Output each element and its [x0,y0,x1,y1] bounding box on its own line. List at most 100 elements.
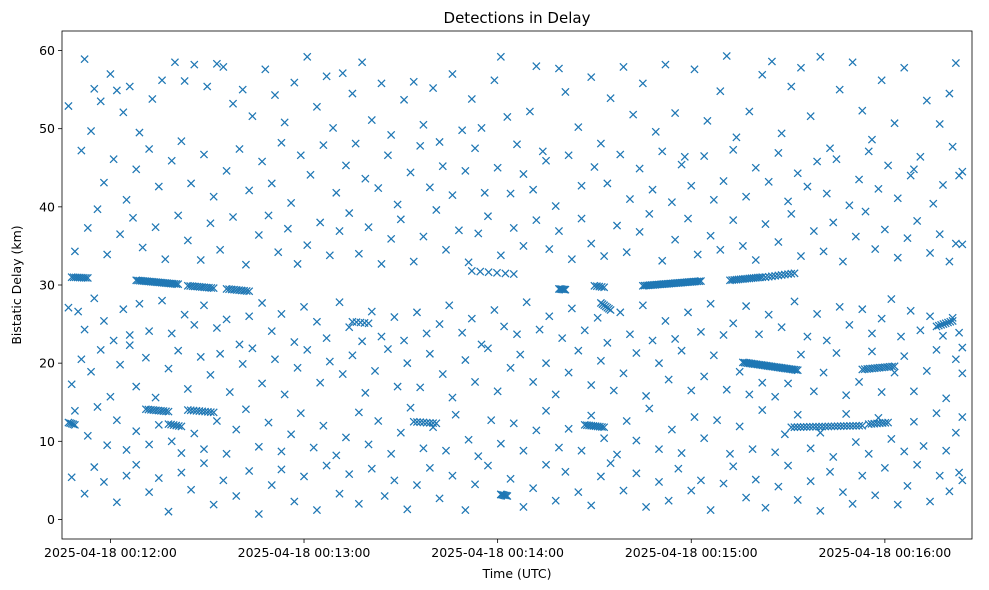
data-point [109,336,118,345]
data-point [151,393,160,402]
data-point [890,119,899,128]
data-point [622,416,631,426]
data-point [855,421,864,430]
data-point [816,506,825,515]
data-point [448,69,457,79]
data-point [836,422,845,431]
data-point [367,116,376,125]
data-point [654,359,664,368]
data-point [477,123,486,132]
data-point [232,425,241,434]
data-point [501,491,511,500]
data-point [96,97,105,106]
data-point [745,107,754,116]
data-point [809,387,818,396]
data-point [519,446,528,455]
data-point [867,329,877,338]
data-point [764,310,773,319]
data-point [799,422,808,432]
data-point [241,405,250,414]
data-point [554,227,563,236]
y-tick-label: 0 [47,512,55,527]
data-point [935,119,944,129]
data-point [207,283,216,292]
data-point [612,221,622,230]
data-point [106,69,115,79]
data-point [471,144,480,153]
data-point [303,345,312,354]
data-point [383,345,392,354]
data-point [374,416,383,426]
data-point [403,505,412,514]
data-point [367,307,376,316]
data-point [464,435,473,444]
data-point [903,481,912,490]
data-point [574,488,583,497]
data-point [916,326,925,335]
data-point [390,476,399,485]
data-point [503,112,512,122]
data-point [619,486,628,495]
data-point [874,184,883,193]
data-point [506,363,515,372]
data-point [396,215,405,224]
data-point [238,359,247,368]
data-point [506,189,515,198]
data-point [319,421,328,430]
data-point [190,429,199,438]
data-point [674,464,683,473]
data-point [858,471,867,480]
data-point [77,146,86,155]
data-point [561,87,570,97]
data-point [235,144,244,154]
data-point [564,424,573,433]
data-point [945,487,954,496]
data-point [680,152,689,161]
data-point [667,198,676,207]
data-point [519,502,528,511]
data-point [648,185,657,194]
data-point [164,364,173,373]
data-point [700,152,709,161]
data-point [183,384,192,393]
data-point [937,320,946,329]
data-point [803,182,812,191]
data-point [496,439,505,448]
data-point [496,52,505,61]
data-point [132,382,141,391]
data-point [209,408,218,417]
data-point [830,422,839,431]
data-point [926,312,935,321]
data-point [354,249,363,258]
data-point [154,473,163,483]
data-point [896,332,906,341]
data-point [864,147,873,156]
data-point [532,62,541,71]
data-point [128,213,138,222]
data-point [793,169,802,178]
data-point [654,445,664,454]
data-point [716,245,725,254]
data-point [806,477,815,486]
data-point [742,192,751,201]
data-point [855,175,864,184]
data-point [774,482,783,491]
data-point [729,462,738,471]
data-point [706,231,715,240]
data-point [483,344,492,353]
data-point [216,349,225,358]
data-point [480,188,489,197]
data-point [909,165,918,174]
y-tick-label: 40 [39,199,55,214]
data-point [87,126,96,136]
data-point [664,375,673,384]
data-point [245,466,254,476]
data-point [167,329,176,338]
data-point [135,299,144,308]
data-point [425,463,434,472]
data-point [164,507,173,516]
data-point [616,308,625,317]
data-point [348,89,357,98]
data-point [67,473,76,482]
data-point [170,58,179,67]
